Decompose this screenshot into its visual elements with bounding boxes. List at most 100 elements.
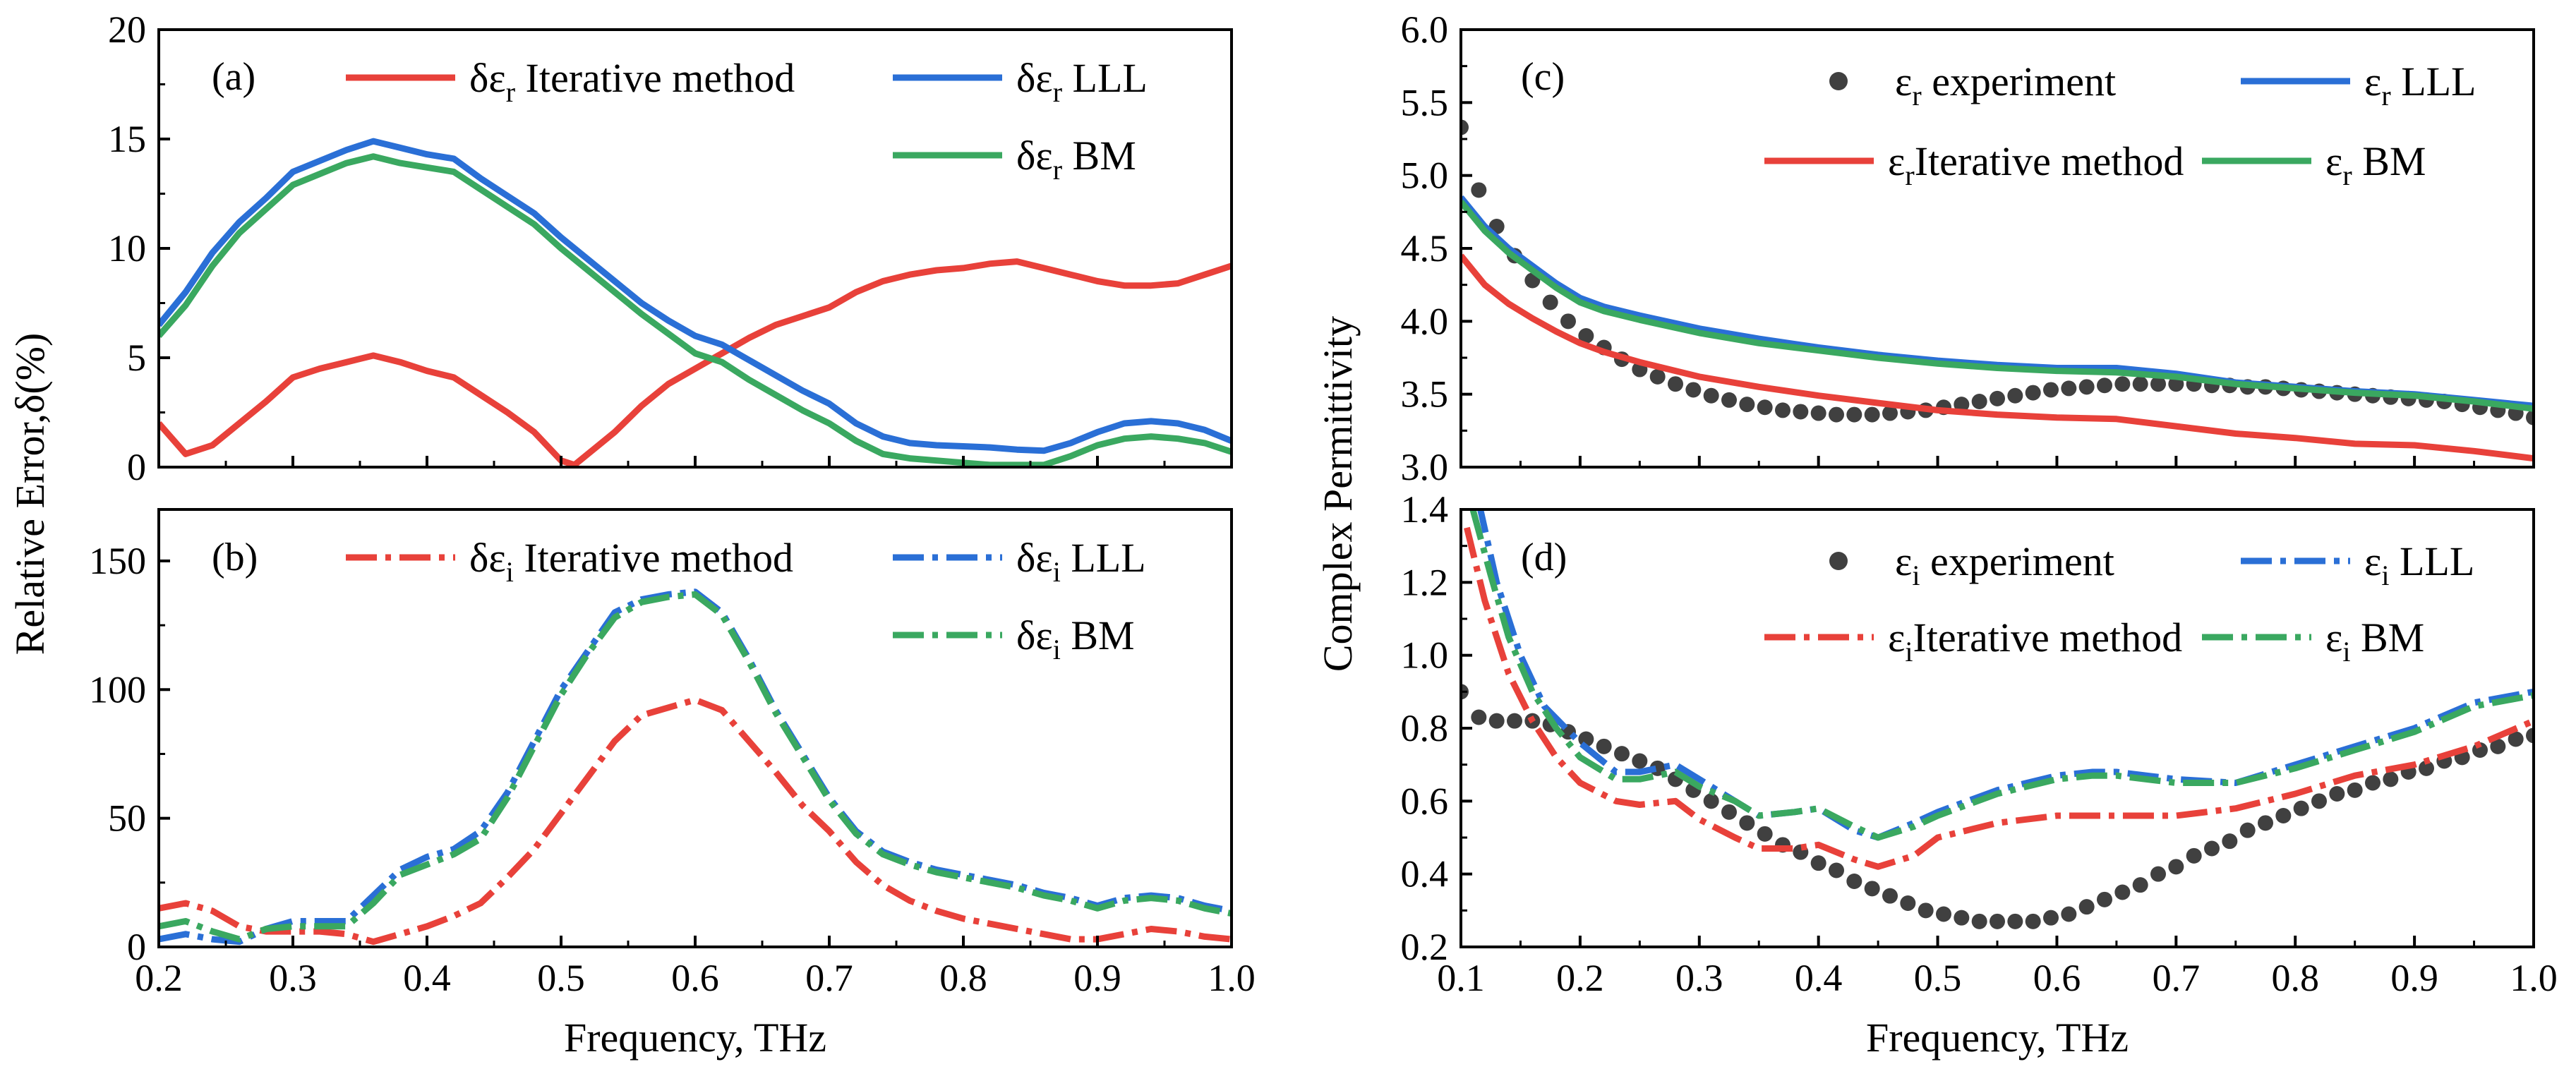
series-d-0-point <box>1578 731 1594 747</box>
ytick-label-c-5: 5.5 <box>1401 81 1449 123</box>
series-d-0-point <box>2007 913 2023 929</box>
panel-b-plot <box>159 588 1232 946</box>
legend-d-4-label: εi BM <box>2325 615 2424 668</box>
series-c-0-point <box>2078 379 2095 395</box>
legend-c-2-label-main: ε <box>2364 59 2381 104</box>
series-d-0-point <box>2222 833 2238 850</box>
series-d-0-point <box>1900 895 1916 911</box>
series-c-0-point <box>2150 376 2166 392</box>
series-c-0-point <box>1971 394 1987 409</box>
panel-d-plot <box>1461 509 2534 929</box>
legend-c-3-label-rest: Iterative method <box>1915 138 2184 184</box>
series-d-0-point <box>1739 815 1755 831</box>
legend-c-2-label: εr LLL <box>2364 59 2476 111</box>
panel-d-legend: εi experiment εi LLL εiIterative method … <box>1764 538 2474 668</box>
series-d-0-point <box>1971 913 1987 929</box>
legend-a-3-label-sub: r <box>1053 154 1062 186</box>
series-c-0-point <box>2007 387 2023 404</box>
series-d-0-point <box>1990 913 2005 929</box>
xtick-label-d-6: 0.7 <box>2153 957 2201 999</box>
series-c-0-point <box>1990 390 2005 406</box>
series-c-0-point <box>1471 182 1487 198</box>
series-d-0-point <box>2150 866 2166 882</box>
xtick-label-b-8: 1.0 <box>1208 957 1256 999</box>
series-d-0-point <box>1721 804 1737 820</box>
legend-b-2: δεi LLL <box>893 535 1146 588</box>
legend-d-3-label-rest: Iterative method <box>1913 615 2182 660</box>
legend-b-1-label-rest: Iterative method <box>514 535 793 581</box>
series-c-0-point <box>2132 376 2148 392</box>
series-d-0-point <box>2329 786 2345 802</box>
series-c-0-point <box>1864 406 1880 423</box>
panel-c-legend: εr experiment εr LLL εrIterative method … <box>1764 59 2476 191</box>
legend-a-1-label: δεr Iterative method <box>469 55 795 108</box>
panel-b-ticks: 0.2 0.3 0.4 0.5 0.6 0.7 0.8 0.9 1.0 0 50 100 150 <box>89 540 1256 999</box>
legend-c-1-label-sub: r <box>1912 80 1921 111</box>
legend-d-1-label-sub: i <box>1912 560 1920 591</box>
series-d-0-point <box>2383 771 2399 787</box>
panel-b-xlabel: Frequency, THz <box>564 1015 826 1061</box>
panel-b-legend: δεi Iterative method δεi LLL δεi BM <box>346 535 1146 665</box>
series-d-0-point <box>2419 760 2434 776</box>
series-d-0-point <box>2239 822 2256 838</box>
legend-c-4-label-rest: BM <box>2352 138 2426 184</box>
ytick-label-d-3: 0.8 <box>1401 707 1449 749</box>
series-d-0-point <box>1488 713 1505 729</box>
series-d-0-point <box>1471 709 1487 725</box>
legend-c-2-label-rest: LLL <box>2391 59 2476 104</box>
legend-a-1: δεr Iterative method <box>346 55 795 108</box>
ytick-label-d-5: 1.2 <box>1401 561 1449 603</box>
legend-a-2-label: δεr LLL <box>1016 55 1148 108</box>
series-c-0-point <box>1793 404 1809 420</box>
series-c-0-point <box>2097 378 2112 394</box>
xtick-label-b-1: 0.3 <box>269 957 317 999</box>
legend-b-2-label-sub: i <box>1053 556 1061 588</box>
legend-c-2-label-sub: r <box>2381 80 2390 111</box>
legend-c-4: εr BM <box>2202 138 2426 191</box>
legend-d-2-label-rest: LLL <box>2389 538 2474 584</box>
xtick-label-d-0: 0.1 <box>1437 957 1485 999</box>
series-c-0-point <box>2061 380 2077 397</box>
legend-d-2: εi LLL <box>2241 538 2474 591</box>
ytick-label-b-0: 0 <box>127 926 146 968</box>
ytick-label-b-3: 150 <box>89 540 146 582</box>
xtick-label-b-0: 0.2 <box>135 957 183 999</box>
series-c-0-point <box>1954 397 1970 413</box>
xtick-label-d-9: 1.0 <box>2510 957 2558 999</box>
legend-c-3-label: εrIterative method <box>1888 138 2184 191</box>
legend-c-1-marker <box>1829 72 1848 90</box>
panel-d-tag: (d) <box>1521 536 1567 579</box>
legend-d-4-label-rest: BM <box>2350 615 2424 660</box>
series-c-0-point <box>1578 328 1594 344</box>
series-d-0-point <box>2204 840 2220 857</box>
panel-a-tag: (a) <box>212 55 255 99</box>
legend-c-2: εr LLL <box>2241 59 2476 111</box>
series-d-0-point <box>1846 874 1862 889</box>
series-d-0-point <box>1614 746 1630 762</box>
legend-d-1-label: εi experiment <box>1895 538 2114 591</box>
legend-d-2-label-main: ε <box>2364 538 2381 584</box>
legend-d-3: εiIterative method <box>1764 615 2182 668</box>
series-d-0-point <box>1936 906 1951 922</box>
series-d-0-point <box>2078 899 2095 915</box>
ytick-label-c-2: 4.0 <box>1401 300 1449 342</box>
series-d-0-point <box>1507 713 1522 729</box>
series-c-0-point <box>1810 405 1826 421</box>
y-axis-title-left: Relative Error,δ(%) <box>7 333 53 656</box>
legend-c-1: εr experiment <box>1829 59 2116 111</box>
series-d-0-point <box>2293 800 2309 816</box>
legend-d-3-label-sub: i <box>1905 636 1913 668</box>
series-c-0-point <box>1757 399 1773 416</box>
series-c-3-line <box>1461 200 2534 412</box>
legend-c-3-label-main: ε <box>1888 138 1905 184</box>
legend-d-1-label-rest: experiment <box>1920 538 2114 584</box>
panel-c: 3.0 3.5 4.0 4.5 5.0 5.5 6.0 (c) εr experiment … <box>1401 8 2535 488</box>
legend-a-2: δεr LLL <box>893 55 1148 108</box>
series-c-0-point <box>1846 406 1862 423</box>
series-d-0-point <box>2043 910 2059 926</box>
xtick-label-d-5: 0.6 <box>2033 957 2081 999</box>
series-d-0-point <box>2186 847 2202 864</box>
series-d-0-point <box>2025 913 2041 929</box>
legend-c-4-label-main: ε <box>2325 138 2342 184</box>
